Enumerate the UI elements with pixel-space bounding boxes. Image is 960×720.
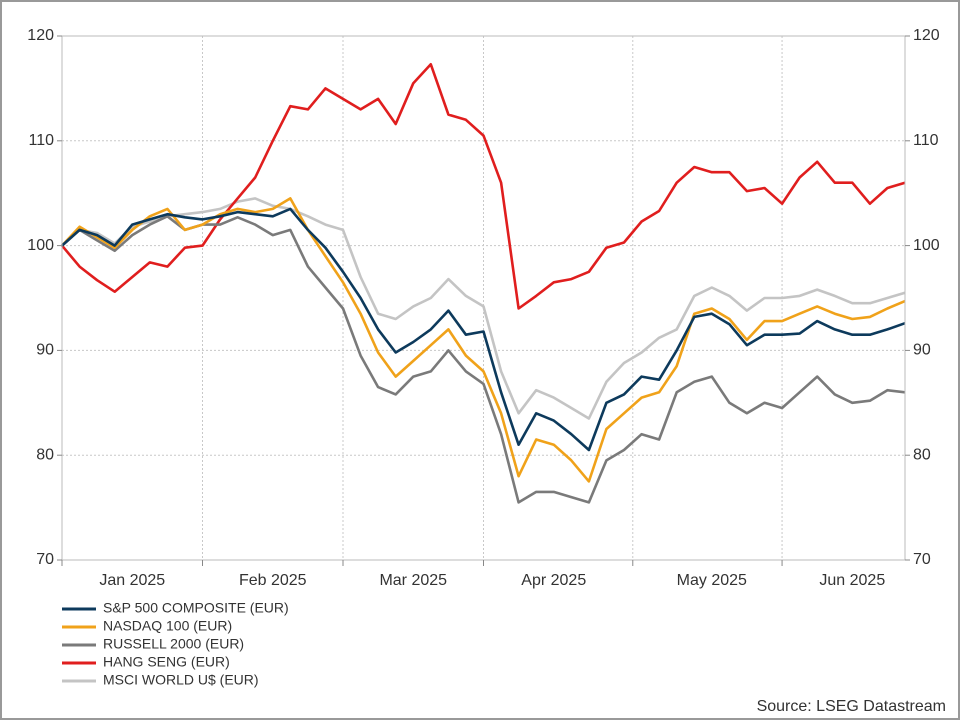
x-tick-label: Jun 2025	[819, 572, 885, 589]
x-tick-label: Jan 2025	[99, 572, 165, 589]
x-tick-label: Apr 2025	[521, 572, 586, 589]
y2-tick-label: 120	[913, 27, 940, 44]
series-line	[61, 207, 906, 452]
legend-label: S&P 500 COMPOSITE (EUR)	[103, 600, 289, 616]
legend-label: NASDAQ 100 (EUR)	[103, 618, 232, 634]
x-tick-label: May 2025	[677, 572, 747, 589]
source: Source: LSEG Datastream	[757, 698, 946, 715]
y-tick-label: 90	[36, 342, 54, 359]
series-line	[61, 197, 906, 483]
y2-tick-label: 70	[913, 551, 931, 568]
y2-tick-label: 110	[913, 132, 939, 149]
y2-tick-label: 100	[913, 237, 940, 254]
y-tick-label: 120	[27, 27, 54, 44]
x-tick-label: Feb 2025	[239, 572, 307, 589]
y-tick-label: 70	[36, 551, 54, 568]
y2-tick-label: 80	[913, 446, 931, 463]
x-tick-label: Mar 2025	[379, 572, 447, 589]
legend-label: MSCI WORLD U$ (EUR)	[103, 672, 259, 688]
y2-tick-label: 90	[913, 342, 931, 359]
y-tick-label: 80	[36, 446, 54, 463]
y-tick-label: 100	[27, 237, 54, 254]
y-tick-label: 110	[28, 132, 54, 149]
series-line	[61, 197, 906, 420]
legend-label: RUSSELL 2000 (EUR)	[103, 636, 244, 652]
legend-label: HANG SENG (EUR)	[103, 654, 230, 670]
series-line	[61, 63, 906, 310]
